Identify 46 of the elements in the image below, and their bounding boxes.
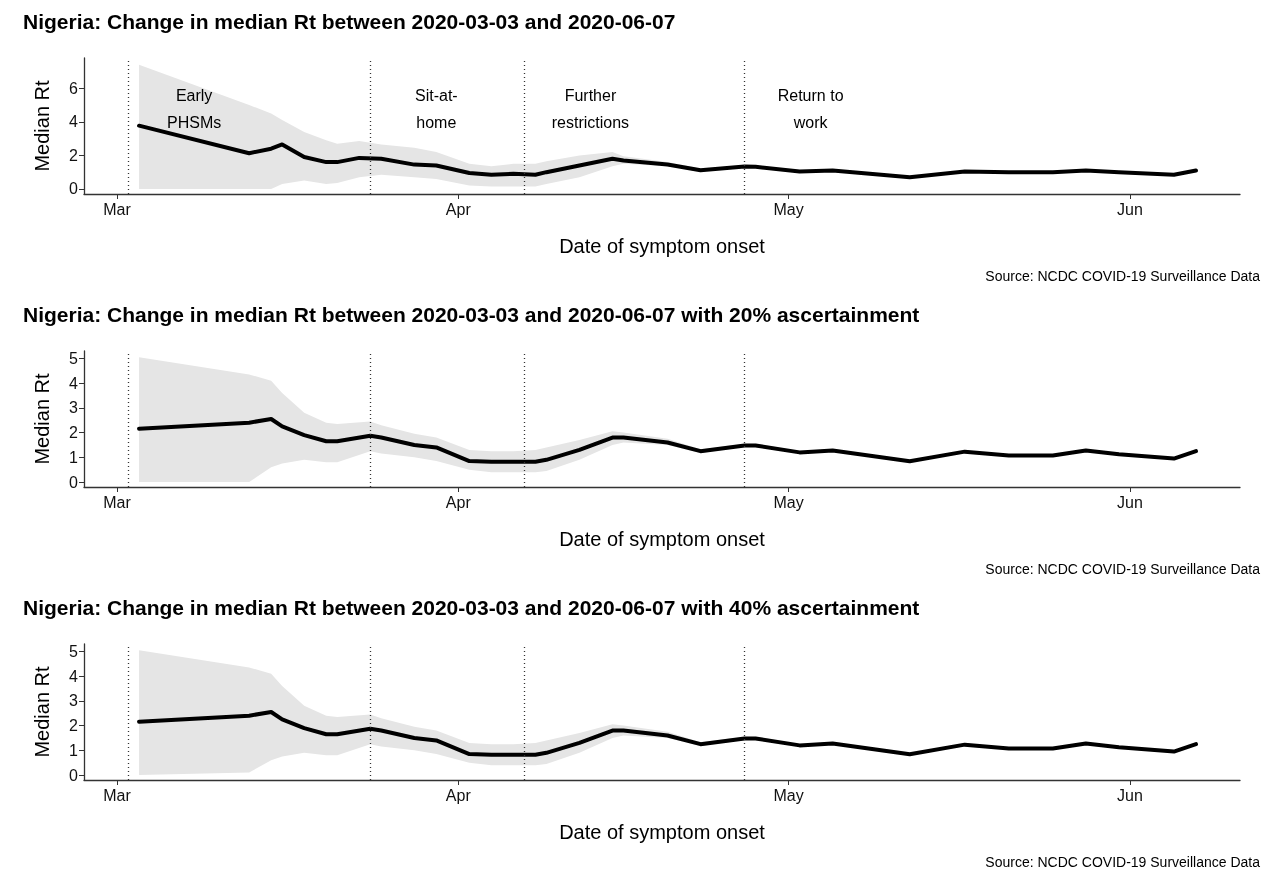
- ref-line-label: Further restrictions: [551, 87, 630, 131]
- y-tick-label: 1: [69, 741, 79, 759]
- y-tick-label: 2: [69, 424, 79, 442]
- source-note: Source: NCDC COVID-19 Surveillance Data: [985, 854, 1261, 870]
- y-axis-title: Median Rt: [31, 79, 53, 172]
- x-axis-title: Date of symptom onset: [559, 821, 766, 843]
- ref-line-label: Sit-at- home: [414, 87, 458, 131]
- line-series: [137, 710, 1198, 757]
- y-tick-label: 5: [69, 642, 79, 660]
- y-axis-title: Median Rt: [31, 372, 53, 465]
- x-tick-label: May: [773, 786, 804, 804]
- y-tick-label: 5: [69, 349, 79, 367]
- x-tick-label: Apr: [445, 200, 472, 218]
- x-tick-label: Jun: [1117, 493, 1143, 511]
- x-axis-title: Date of symptom onset: [559, 528, 766, 550]
- x-tick-label: Mar: [103, 493, 132, 511]
- y-tick-label: 6: [69, 79, 79, 97]
- x-tick-label: Mar: [103, 786, 132, 804]
- x-tick-label: Apr: [445, 493, 472, 511]
- x-tick-label: Jun: [1117, 786, 1143, 804]
- source-note: Source: NCDC COVID-19 Surveillance Data: [985, 561, 1261, 577]
- chart-title: Nigeria: Change in median Rt between 2020-03-03 and 2020-06-07: [23, 10, 676, 33]
- y-tick-label: 1: [69, 448, 79, 466]
- x-tick-label: May: [773, 493, 804, 511]
- line-series: [137, 417, 1198, 464]
- y-tick-label: 4: [69, 667, 79, 685]
- y-tick-label: 3: [69, 399, 79, 417]
- x-axis-title: Date of symptom onset: [559, 235, 766, 257]
- chart-title: Nigeria: Change in median Rt between 2020-03-03 and 2020-06-07 with 40% ascertainment: [23, 596, 920, 619]
- y-tick-label: 4: [69, 374, 79, 392]
- x-tick-label: Mar: [103, 200, 132, 218]
- y-tick-label: 3: [69, 692, 79, 710]
- chart-title: Nigeria: Change in median Rt between 2020-03-03 and 2020-06-07 with 20% ascertainment: [23, 303, 920, 326]
- y-tick-label: 0: [69, 180, 79, 198]
- ref-line-label: Return to work: [777, 87, 844, 131]
- y-tick-label: 2: [69, 146, 79, 164]
- y-tick-label: 2: [69, 717, 79, 735]
- x-tick-label: Apr: [445, 786, 472, 804]
- x-tick-label: Jun: [1117, 200, 1143, 218]
- y-axis-title: Median Rt: [31, 665, 53, 758]
- source-note: Source: NCDC COVID-19 Surveillance Data: [985, 268, 1261, 284]
- y-tick-label: 0: [69, 766, 79, 784]
- y-tick-label: 4: [69, 113, 79, 131]
- y-tick-label: 0: [69, 473, 79, 491]
- x-tick-label: May: [773, 200, 804, 218]
- ref-line-label: Early PHSMs: [166, 87, 222, 131]
